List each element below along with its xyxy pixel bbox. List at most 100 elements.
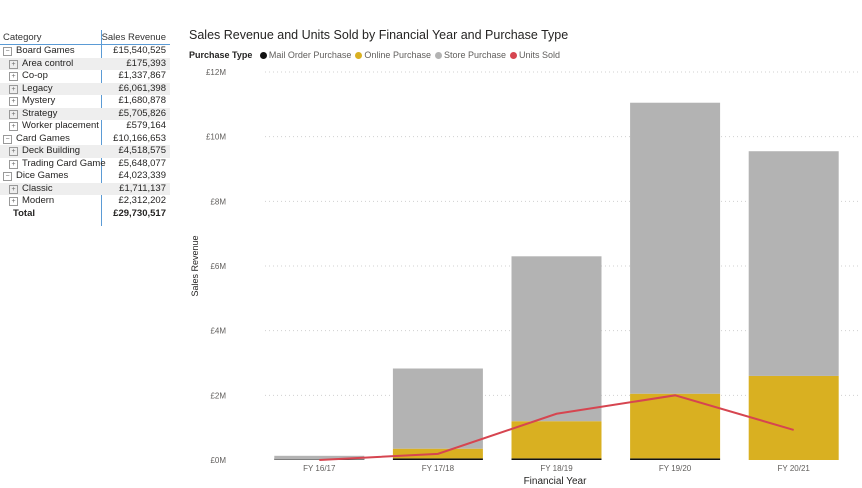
bar-segment xyxy=(630,458,721,460)
y-tick-label: £8M xyxy=(210,197,226,206)
matrix-header: Category Sales Revenue xyxy=(0,30,170,45)
legend-label: Store Purchase xyxy=(443,50,507,60)
category-matrix: Category Sales Revenue − Board Games £15,5… xyxy=(0,30,170,226)
category-row[interactable]: + Co-op £1,337,867 xyxy=(0,70,170,83)
row-label: + Area control xyxy=(9,58,73,71)
legend-label: Online Purchase xyxy=(364,50,431,60)
units-sold-line xyxy=(319,394,794,461)
legend-item[interactable]: Units Sold xyxy=(510,50,560,60)
row-label-text: Legacy xyxy=(22,82,53,94)
row-label: + Modern xyxy=(9,195,54,208)
bar-segment xyxy=(511,256,602,422)
row-value: £10,166,653 xyxy=(113,132,166,144)
category-row[interactable]: + Mystery £1,680,878 xyxy=(0,95,170,108)
group-row[interactable]: − Card Games £10,166,653 xyxy=(0,133,170,146)
category-row[interactable]: + Classic £1,711,137 xyxy=(0,182,170,196)
row-value: £5,705,826 xyxy=(118,107,166,119)
row-label-text: Classic xyxy=(22,182,53,194)
legend-item[interactable]: Store Purchase xyxy=(434,50,507,60)
row-label: − Card Games xyxy=(3,133,70,146)
row-label-text: Modern xyxy=(22,195,55,206)
row-label: + Strategy xyxy=(9,108,57,121)
chart-title: Sales Revenue and Units Sold by Financia… xyxy=(189,28,569,42)
category-row[interactable]: + Area control £175,393 xyxy=(0,57,170,71)
expand-icon[interactable]: + xyxy=(9,59,18,69)
row-label-text: Worker placement xyxy=(22,120,99,131)
expand-icon[interactable]: + xyxy=(9,72,18,81)
x-axis-title: Financial Year xyxy=(524,476,587,487)
legend-marker-icon xyxy=(355,52,363,59)
legend-marker-icon xyxy=(510,52,518,59)
x-tick-label: FY 18/19 xyxy=(540,464,573,473)
expand-icon[interactable]: + xyxy=(9,184,18,194)
matrix-rows: − Board Games £15,540,525 + Area control £175… xyxy=(0,45,170,220)
row-label: Total xyxy=(13,208,35,221)
row-value: £4,023,339 xyxy=(118,170,166,181)
bar-segment xyxy=(274,455,365,460)
row-value: £15,540,525 xyxy=(113,45,166,56)
x-tick-label: FY 19/20 xyxy=(659,464,692,473)
row-label-text: Total xyxy=(13,207,35,219)
expand-icon[interactable]: + xyxy=(9,122,18,131)
bar-segment xyxy=(630,393,721,459)
expand-icon[interactable]: + xyxy=(9,197,18,206)
legend-marker-icon xyxy=(259,52,267,59)
bar-segment xyxy=(511,421,602,459)
row-label: + Trading Card Game xyxy=(9,158,106,171)
row-label: + Classic xyxy=(9,183,53,196)
collapse-icon[interactable]: − xyxy=(3,47,12,56)
row-label-text: Dice Games xyxy=(16,170,69,181)
row-label-text: Strategy xyxy=(22,107,58,119)
total-row[interactable]: Total £29,730,517 xyxy=(0,208,170,221)
row-value: £579,164 xyxy=(126,120,166,131)
legend-item[interactable]: Mail Order Purchase xyxy=(259,50,351,60)
legend-title: Purchase Type xyxy=(189,50,253,60)
sales-revenue-column-header[interactable]: Sales Revenue xyxy=(101,32,166,43)
row-value: £1,711,137 xyxy=(119,182,166,194)
category-row[interactable]: + Legacy £6,061,398 xyxy=(0,82,170,95)
x-tick-label: FY 20/21 xyxy=(778,464,811,473)
group-row[interactable]: − Board Games £15,540,525 xyxy=(0,45,170,58)
row-value: £1,680,878 xyxy=(118,95,166,106)
expand-icon[interactable]: + xyxy=(9,109,18,119)
row-value: £175,393 xyxy=(126,57,166,69)
category-row[interactable]: + Strategy £5,705,826 xyxy=(0,107,170,121)
row-label: + Worker placement xyxy=(9,120,99,133)
bar-segment xyxy=(392,458,483,460)
y-tick-label: £12M xyxy=(206,68,226,77)
bar-segment xyxy=(511,458,602,460)
expand-icon[interactable]: + xyxy=(9,159,18,169)
expand-icon[interactable]: + xyxy=(9,97,18,106)
y-axis-title: Sales Revenue xyxy=(190,235,200,296)
row-value: £1,337,867 xyxy=(118,70,166,81)
collapse-icon[interactable]: − xyxy=(3,172,12,181)
category-column-header[interactable]: Category xyxy=(3,32,42,43)
row-label: − Board Games xyxy=(3,45,75,58)
category-row[interactable]: + Worker placement £579,164 xyxy=(0,120,170,133)
row-label: + Deck Building xyxy=(9,145,80,158)
bar-segment xyxy=(748,151,839,376)
expand-icon[interactable]: + xyxy=(9,147,18,156)
y-tick-label: £2M xyxy=(210,391,226,400)
row-label-text: Trading Card Game xyxy=(22,157,106,169)
row-label: + Co-op xyxy=(9,70,48,83)
y-tick-label: £0M xyxy=(210,456,226,465)
chart-legend: Purchase Type Mail Order Purchase Online … xyxy=(189,50,564,60)
y-tick-label: £4M xyxy=(210,327,226,336)
x-tick-label: FY 17/18 xyxy=(422,464,455,473)
expand-icon[interactable]: + xyxy=(9,84,18,94)
collapse-icon[interactable]: − xyxy=(3,134,12,144)
legend-marker-icon xyxy=(434,52,442,59)
row-label-text: Card Games xyxy=(16,132,70,144)
category-row[interactable]: + Modern £2,312,202 xyxy=(0,195,170,208)
row-label-text: Area control xyxy=(22,57,74,69)
row-value: £29,730,517 xyxy=(113,207,166,219)
legend-item[interactable]: Online Purchase xyxy=(355,50,431,60)
legend-label: Units Sold xyxy=(519,50,561,60)
category-row[interactable]: + Trading Card Game £5,648,077 xyxy=(0,158,170,171)
category-row[interactable]: + Deck Building £4,518,575 xyxy=(0,145,170,158)
bar-segment xyxy=(630,102,721,394)
row-value: £4,518,575 xyxy=(118,145,166,156)
group-row[interactable]: − Dice Games £4,023,339 xyxy=(0,170,170,183)
